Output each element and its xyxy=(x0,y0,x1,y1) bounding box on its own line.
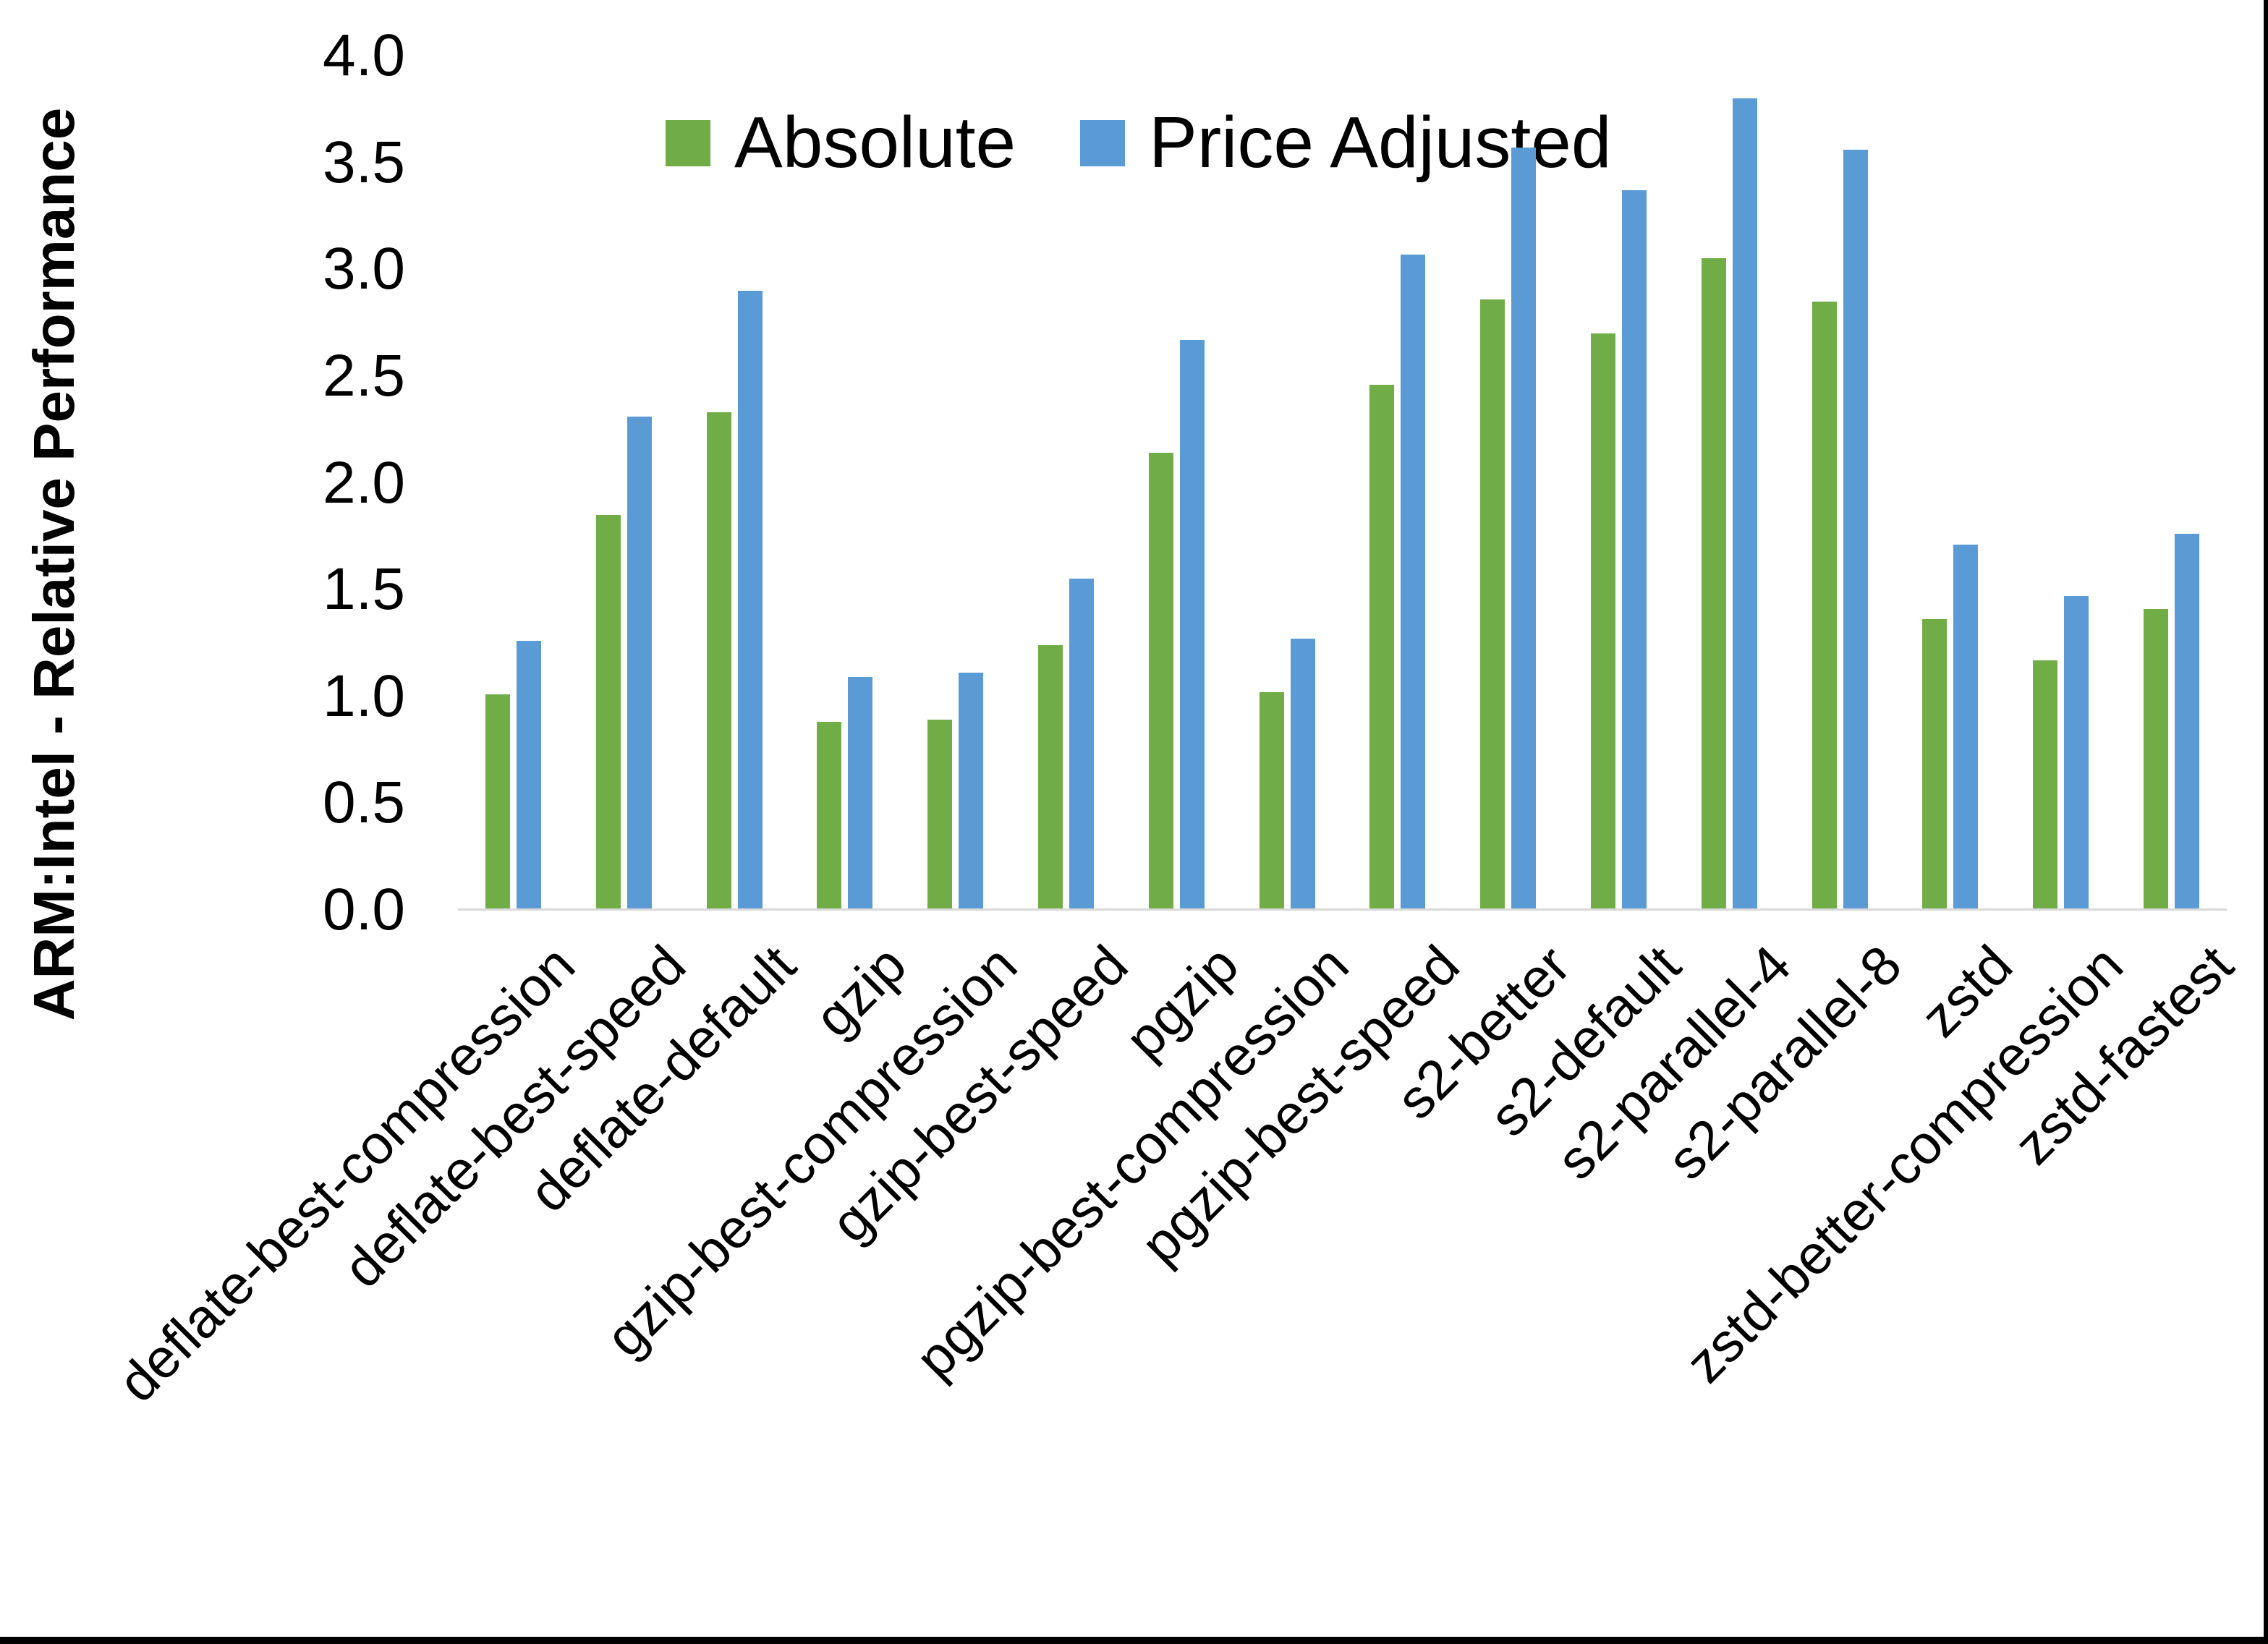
bar-absolute xyxy=(706,412,731,910)
bar-group xyxy=(1563,56,1674,910)
bar-price-adjusted xyxy=(1732,98,1757,910)
bar-price-adjusted xyxy=(1622,190,1647,910)
bar-group xyxy=(1453,56,1563,910)
x-axis-line xyxy=(458,908,2227,911)
window-border-right xyxy=(2264,0,2268,1644)
bar-absolute xyxy=(485,694,510,910)
bar-absolute xyxy=(1037,645,1063,910)
bar-group xyxy=(1785,56,1895,910)
bar-absolute xyxy=(1922,619,1948,910)
bar-price-adjusted xyxy=(1401,255,1426,910)
bar-price-adjusted xyxy=(1953,545,1979,910)
bar-price-adjusted xyxy=(2175,534,2200,910)
bar-group xyxy=(2005,56,2116,910)
y-axis-tick-label: 3.5 xyxy=(323,129,405,195)
legend-swatch-price-adjusted-icon xyxy=(1080,119,1126,166)
bar-group xyxy=(1343,56,1453,910)
y-axis-tick-label: 4.0 xyxy=(323,22,405,88)
bar-price-adjusted xyxy=(959,673,984,910)
legend-swatch-absolute-icon xyxy=(666,119,710,166)
bar-price-adjusted xyxy=(737,291,763,910)
bar-group xyxy=(1011,56,1121,910)
bar-absolute xyxy=(2144,609,2169,910)
bar-absolute xyxy=(1480,299,1505,910)
y-axis-tick-label: 1.5 xyxy=(323,556,405,623)
bar-absolute xyxy=(595,515,621,910)
bar-group xyxy=(2116,56,2227,910)
bar-group xyxy=(1232,56,1343,910)
bar-absolute xyxy=(817,722,842,910)
y-axis-tick-label: 3.0 xyxy=(323,236,405,302)
bar-absolute xyxy=(1259,692,1284,910)
bar-price-adjusted xyxy=(516,641,541,910)
bar-absolute xyxy=(1369,385,1395,910)
bar-absolute xyxy=(1812,302,1837,910)
bar-absolute xyxy=(1701,258,1726,910)
bar-group xyxy=(789,56,900,910)
y-axis-tick-label: 0.0 xyxy=(323,877,405,942)
bar-price-adjusted xyxy=(627,417,652,910)
bar-absolute xyxy=(1148,453,1173,910)
bar-price-adjusted xyxy=(1290,639,1315,910)
bar-group xyxy=(1121,56,1232,910)
window-border-bottom xyxy=(0,1637,2268,1644)
bar-group xyxy=(679,56,790,910)
bar-absolute xyxy=(927,720,953,910)
bar-absolute xyxy=(2033,660,2058,910)
y-axis-tick-label: 0.5 xyxy=(323,770,405,836)
legend-label-absolute: Absolute xyxy=(734,102,1016,183)
bar-price-adjusted xyxy=(1843,150,1868,910)
bar-group xyxy=(458,56,569,910)
y-axis-tick-label: 2.0 xyxy=(323,449,405,516)
bar-group xyxy=(900,56,1011,910)
legend-item-absolute: Absolute xyxy=(666,105,1016,181)
bar-price-adjusted xyxy=(2064,596,2089,910)
bar-price-adjusted xyxy=(1069,579,1094,910)
x-axis-label: deflate-best-compression xyxy=(106,934,587,1414)
bar-price-adjusted xyxy=(1511,148,1537,910)
bar-group xyxy=(569,56,679,910)
bar-absolute xyxy=(1591,333,1616,910)
bar-price-adjusted xyxy=(848,677,873,910)
bar-group xyxy=(1895,56,2006,910)
y-axis-tick-label: 2.5 xyxy=(323,342,405,409)
bar-group xyxy=(1674,56,1785,910)
bar-price-adjusted xyxy=(1179,340,1205,910)
y-axis-tick-label: 1.0 xyxy=(323,663,405,729)
plot-area xyxy=(458,56,2227,910)
